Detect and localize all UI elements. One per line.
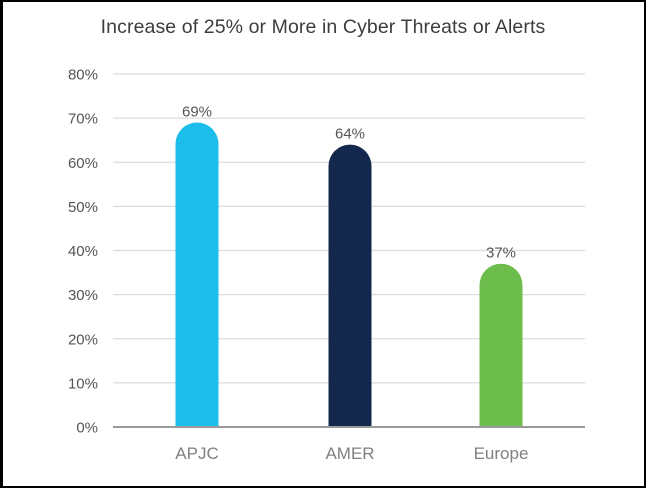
y-tick-label: 10%	[68, 375, 98, 392]
bar-europe	[479, 263, 523, 427]
data-label: 37%	[486, 245, 516, 262]
y-tick-label: 30%	[68, 287, 98, 304]
data-labels: 69% 64% 37%	[182, 104, 516, 262]
y-tick-label: 70%	[68, 111, 98, 128]
y-tick-label: 60%	[68, 155, 98, 172]
y-tick-label: 80%	[68, 67, 98, 84]
x-category-label: APJC	[175, 444, 218, 463]
bar-apjc	[175, 122, 219, 427]
y-tick-label: 50%	[68, 199, 98, 216]
data-label: 69%	[182, 104, 212, 121]
x-category-label: Europe	[474, 444, 529, 463]
x-category-label: AMER	[325, 444, 374, 463]
bar-amer	[328, 144, 372, 427]
y-tick-label: 0%	[76, 420, 98, 437]
y-tick-label: 20%	[68, 331, 98, 348]
y-tick-label: 40%	[68, 243, 98, 260]
x-axis-categories: APJC AMER Europe	[175, 444, 528, 463]
bars	[175, 122, 523, 427]
data-label: 64%	[335, 126, 365, 143]
chart-title: Increase of 25% or More in Cyber Threats…	[100, 16, 546, 38]
y-axis-ticks: 0% 10% 20% 30% 40% 50% 60% 70% 80%	[68, 67, 98, 437]
